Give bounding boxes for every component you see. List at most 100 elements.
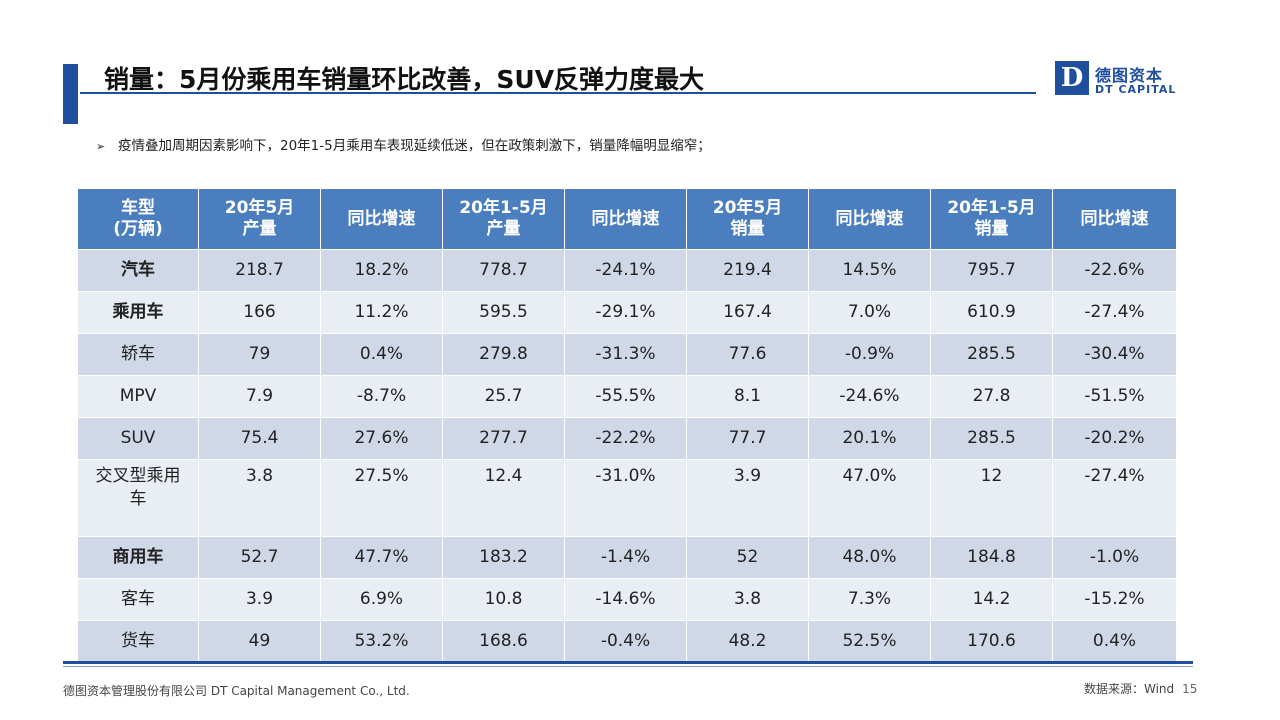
footer-source: 数据来源：Wind 15 xyxy=(1084,680,1197,697)
column-header-line: 同比增速 xyxy=(591,208,660,229)
value-cell: -8.7% xyxy=(320,375,443,418)
footer-divider xyxy=(63,661,1193,664)
title-accent-bar xyxy=(63,64,78,124)
value-cell: 27.5% xyxy=(320,459,443,537)
value-cell: 3.8 xyxy=(198,459,321,537)
column-header-line: 销量 xyxy=(974,219,1009,239)
value-cell: -31.3% xyxy=(564,333,687,376)
table-row: MPV 7.9 -8.7% 25.7 -55.5% 8.1 -24.6% 27.8 -51.5% xyxy=(77,375,1177,418)
table-row: 商用车 52.7 47.7% 183.2 -1.4% 52 48.0% 184.8 -1.0% xyxy=(77,536,1177,579)
column-header-line: 产量 xyxy=(242,219,277,239)
column-header: 20年1-5月 销量 xyxy=(930,188,1053,250)
column-header-line: 同比增速 xyxy=(347,208,416,229)
value-cell: 595.5 xyxy=(442,291,565,334)
value-cell: -30.4% xyxy=(1052,333,1177,376)
column-header: 同比增速 xyxy=(1052,188,1177,250)
column-header: 20年1-5月 产量 xyxy=(442,188,565,250)
vehicle-type-cell: MPV xyxy=(77,375,199,418)
value-cell: -0.9% xyxy=(808,333,931,376)
bullet-arrow-icon: ➢ xyxy=(96,140,106,153)
table-body: 汽车 218.7 18.2% 778.7 -24.1% 219.4 14.5% 795.7 -2… xyxy=(77,249,1177,663)
value-cell: 279.8 xyxy=(442,333,565,376)
value-cell: -0.4% xyxy=(564,620,687,663)
vehicle-type-cell: 商用车 xyxy=(77,536,199,579)
value-cell: 7.3% xyxy=(808,578,931,621)
value-cell: 183.2 xyxy=(442,536,565,579)
column-header: 同比增速 xyxy=(808,188,931,250)
value-cell: 52.7 xyxy=(198,536,321,579)
logo-mark-icon: D xyxy=(1055,61,1089,95)
value-cell: 166 xyxy=(198,291,321,334)
value-cell: 167.4 xyxy=(686,291,809,334)
value-cell: 12.4 xyxy=(442,459,565,537)
value-cell: -31.0% xyxy=(564,459,687,537)
value-cell: 168.6 xyxy=(442,620,565,663)
table-row: 货车 49 53.2% 168.6 -0.4% 48.2 52.5% 170.6 0.4% xyxy=(77,620,1177,663)
value-cell: 18.2% xyxy=(320,249,443,292)
value-cell: -1.0% xyxy=(1052,536,1177,579)
table-row: 轿车 79 0.4% 279.8 -31.3% 77.6 -0.9% 285.5 -30.4% xyxy=(77,333,1177,376)
value-cell: 277.7 xyxy=(442,417,565,460)
value-cell: 184.8 xyxy=(930,536,1053,579)
value-cell: 48.2 xyxy=(686,620,809,663)
data-source: 数据来源：Wind xyxy=(1084,682,1175,696)
column-header: 20年5月 销量 xyxy=(686,188,809,250)
footer-company: 德图资本管理股份有限公司 DT Capital Management Co., … xyxy=(63,684,410,698)
value-cell: -24.1% xyxy=(564,249,687,292)
value-cell: 3.9 xyxy=(198,578,321,621)
logo-english-name: DT CAPITAL xyxy=(1095,83,1177,96)
value-cell: 14.5% xyxy=(808,249,931,292)
vehicle-type-cell: 交叉型乘用车 xyxy=(77,459,199,537)
column-header: 同比增速 xyxy=(564,188,687,250)
vehicle-type-cell: 货车 xyxy=(77,620,199,663)
value-cell: -22.2% xyxy=(564,417,687,460)
value-cell: -51.5% xyxy=(1052,375,1177,418)
value-cell: 53.2% xyxy=(320,620,443,663)
vehicle-type-cell: 轿车 xyxy=(77,333,199,376)
value-cell: 610.9 xyxy=(930,291,1053,334)
table-header-row: 车型 (万辆) 20年5月 产量 同比增速 20年1-5月 产量 同比增速 20年5月 销量 同比增… xyxy=(77,188,1177,250)
value-cell: 12 xyxy=(930,459,1053,537)
value-cell: 49 xyxy=(198,620,321,663)
value-cell: 52.5% xyxy=(808,620,931,663)
table-row: SUV 75.4 27.6% 277.7 -22.2% 77.7 20.1% 285.5 -20… xyxy=(77,417,1177,460)
value-cell: -29.1% xyxy=(564,291,687,334)
column-header-line: (万辆) xyxy=(113,219,163,239)
vehicle-type-cell: SUV xyxy=(77,417,199,460)
column-header-line: 车型 xyxy=(121,198,155,218)
value-cell: 48.0% xyxy=(808,536,931,579)
value-cell: -14.6% xyxy=(564,578,687,621)
table-row: 乘用车 166 11.2% 595.5 -29.1% 167.4 7.0% 610.9 -27.… xyxy=(77,291,1177,334)
value-cell: 11.2% xyxy=(320,291,443,334)
value-cell: 10.8 xyxy=(442,578,565,621)
value-cell: 27.6% xyxy=(320,417,443,460)
value-cell: 75.4 xyxy=(198,417,321,460)
value-cell: -55.5% xyxy=(564,375,687,418)
value-cell: 77.6 xyxy=(686,333,809,376)
value-cell: 52 xyxy=(686,536,809,579)
logo-chinese-name: 德图资本 xyxy=(1095,66,1164,85)
title-divider xyxy=(80,92,1036,94)
value-cell: -15.2% xyxy=(1052,578,1177,621)
table-row: 客车 3.9 6.9% 10.8 -14.6% 3.8 7.3% 14.2 -15.2% xyxy=(77,578,1177,621)
value-cell: 0.4% xyxy=(1052,620,1177,663)
column-header-line: 20年1-5月 xyxy=(947,198,1036,218)
page-number: 15 xyxy=(1182,682,1198,696)
value-cell: 79 xyxy=(198,333,321,376)
column-header-line: 同比增速 xyxy=(1080,208,1149,229)
table-row: 交叉型乘用车 3.8 27.5% 12.4 -31.0% 3.9 47.0% 12 -27.4% xyxy=(77,459,1177,537)
column-header-line: 20年1-5月 xyxy=(459,198,548,218)
footer-divider-thin xyxy=(63,666,1193,667)
value-cell: 285.5 xyxy=(930,417,1053,460)
value-cell: 25.7 xyxy=(442,375,565,418)
column-header-line: 同比增速 xyxy=(835,208,904,229)
value-cell: 170.6 xyxy=(930,620,1053,663)
sales-data-table: 车型 (万辆) 20年5月 产量 同比增速 20年1-5月 产量 同比增速 20年5月 销量 同比增… xyxy=(77,188,1177,663)
value-cell: 7.9 xyxy=(198,375,321,418)
value-cell: 7.0% xyxy=(808,291,931,334)
column-header-line: 20年5月 xyxy=(712,198,783,218)
column-header-line: 20年5月 xyxy=(224,198,295,218)
value-cell: 8.1 xyxy=(686,375,809,418)
logo-letter: D xyxy=(1060,63,1084,93)
value-cell: 3.8 xyxy=(686,578,809,621)
